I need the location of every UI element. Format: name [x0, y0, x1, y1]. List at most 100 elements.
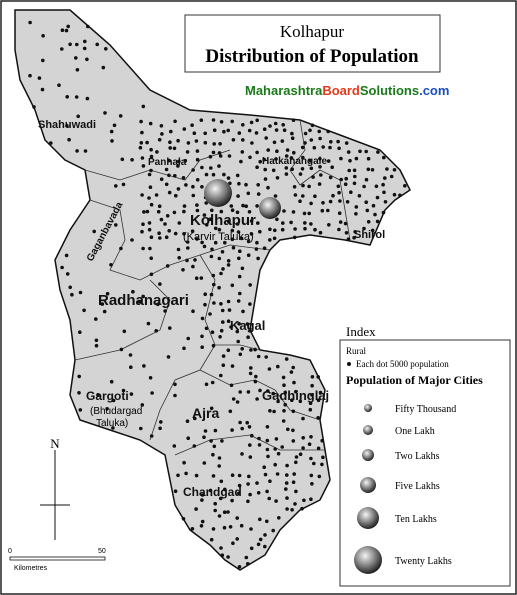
population-dot: [75, 68, 80, 72]
population-dot: [186, 246, 190, 250]
population-dot: [281, 123, 286, 127]
population-dot: [389, 174, 394, 179]
population-dot: [262, 127, 267, 131]
population-dot: [230, 283, 235, 288]
population-dot: [285, 473, 289, 477]
population-dot: [253, 347, 257, 352]
boundary: [289, 119, 351, 241]
population-dot: [370, 228, 375, 233]
population-dot: [200, 334, 204, 339]
population-dot: [64, 28, 69, 33]
population-dot: [343, 221, 348, 226]
map-title: Distribution of Population: [205, 46, 419, 67]
population-dot: [318, 230, 323, 235]
population-dot: [139, 141, 144, 145]
population-dot: [268, 124, 272, 128]
population-dot: [343, 182, 348, 186]
population-dot: [173, 382, 177, 387]
population-dot: [65, 95, 69, 99]
population-dot: [157, 231, 161, 235]
population-dot: [336, 139, 340, 144]
population-dot: [312, 145, 317, 150]
boundary: [149, 344, 216, 441]
population-dot: [321, 145, 326, 149]
legend-label: Five Lakhs: [395, 481, 440, 492]
population-dot: [267, 496, 272, 501]
population-dot: [157, 137, 162, 142]
population-dot: [105, 407, 109, 411]
population-dot: [200, 165, 204, 170]
population-dot: [141, 294, 145, 299]
population-dot: [185, 419, 190, 424]
population-dot: [237, 274, 242, 279]
population-dot: [272, 140, 277, 145]
population-dot: [83, 149, 88, 153]
population-dot: [222, 510, 227, 514]
population-dot: [100, 302, 105, 306]
legend-symbol: [363, 425, 373, 435]
population-dot: [219, 546, 223, 550]
population-dot: [164, 235, 169, 239]
population-dot: [181, 176, 186, 180]
population-dot: [276, 399, 280, 404]
population-dot: [145, 209, 150, 214]
population-dot: [229, 204, 234, 208]
population-dot: [266, 389, 270, 393]
population-dot: [32, 105, 36, 109]
population-dot: [246, 499, 250, 504]
population-dot: [262, 465, 267, 470]
population-dot: [308, 407, 313, 412]
population-dot: [149, 272, 154, 277]
population-dot: [203, 292, 207, 297]
population-dot: [385, 167, 389, 171]
population-dot: [204, 326, 209, 331]
population-dot: [83, 39, 87, 44]
population-dot: [141, 222, 145, 226]
population-dot: [338, 199, 342, 203]
population-dot: [373, 212, 377, 217]
population-dot: [274, 128, 279, 132]
population-dot: [146, 321, 151, 326]
population-dot: [310, 375, 315, 379]
population-dot: [173, 393, 177, 398]
population-dot: [245, 420, 249, 425]
population-dot: [182, 209, 186, 214]
population-dot: [167, 173, 171, 178]
population-dot: [310, 482, 314, 486]
population-dot: [308, 158, 313, 163]
population-dot: [348, 158, 352, 163]
population-dot: [273, 228, 277, 233]
population-dot: [173, 119, 177, 124]
population-dot: [147, 227, 152, 232]
population-dot: [353, 230, 358, 234]
population-dot: [221, 267, 225, 271]
index-heading: Index: [346, 324, 376, 339]
scale-bar: [9, 556, 106, 561]
population-dot: [176, 187, 181, 191]
population-dot: [190, 527, 195, 531]
population-dot: [237, 565, 242, 569]
population-dot: [366, 220, 371, 224]
population-dot: [282, 409, 286, 413]
population-dot: [174, 193, 178, 198]
population-dot: [211, 527, 216, 531]
population-dot: [194, 473, 199, 478]
taluka-label: Ajra: [192, 405, 219, 421]
population-dot: [316, 375, 321, 379]
population-dot: [349, 190, 353, 194]
population-dot: [383, 176, 387, 180]
population-dot: [114, 184, 118, 188]
population-dot: [226, 510, 230, 514]
population-dot: [274, 157, 278, 161]
population-dot: [182, 204, 187, 208]
population-dot: [309, 201, 313, 206]
population-dot: [209, 439, 213, 443]
population-dot: [382, 190, 386, 195]
population-dot: [172, 444, 177, 448]
population-dot: [28, 20, 32, 25]
population-dot: [204, 223, 209, 227]
population-dot: [320, 208, 325, 213]
population-dot: [240, 266, 245, 271]
population-dot: [137, 299, 142, 304]
